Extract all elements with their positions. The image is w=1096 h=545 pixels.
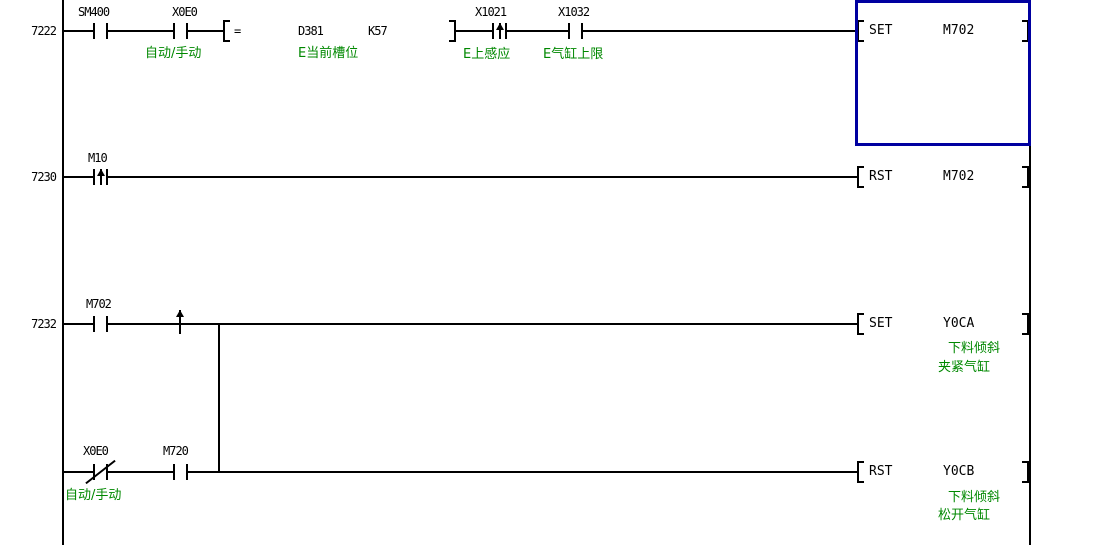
device-label-x1032: X1032 — [558, 5, 590, 19]
contact-bar — [186, 23, 188, 39]
contact-x1032[interactable] — [568, 23, 583, 39]
wire-segment — [62, 30, 224, 32]
rising-edge-arrow-icon — [99, 169, 102, 185]
coil-device: Y0CA — [943, 316, 975, 331]
coil-device: Y0CB — [943, 464, 975, 479]
open-bracket — [857, 166, 864, 188]
coil-comment-line2: 夹紧气缸 — [938, 360, 991, 375]
device-label-x0e0: X0E0 — [172, 5, 198, 19]
close-bracket — [1022, 461, 1029, 483]
device-label-x1021: X1021 — [475, 5, 507, 19]
rising-edge-arrow-icon — [498, 23, 501, 39]
open-bracket — [223, 20, 230, 42]
coil-instruction: SET — [869, 23, 893, 38]
step-number-7230: 7230 — [31, 170, 57, 184]
compare-operand1: D381 — [298, 24, 324, 38]
compare-operator: = — [234, 24, 241, 38]
contact-x1021-rising-edge[interactable] — [492, 23, 507, 39]
rising-edge-arrow-icon — [495, 23, 504, 30]
device-comment-x1032: E气缸上限 — [543, 47, 604, 62]
open-bracket — [857, 313, 864, 335]
device-comment-x0e0: 自动/手动 — [145, 46, 202, 61]
close-bracket — [1022, 313, 1029, 335]
rising-edge-arrow-icon — [96, 169, 105, 176]
close-bracket — [1022, 166, 1029, 188]
contact-bar — [93, 169, 95, 185]
contact-bar — [505, 23, 507, 39]
contact-m702[interactable] — [93, 316, 108, 332]
mep-arrow-icon — [176, 310, 184, 317]
selection-cursor — [855, 0, 1031, 146]
wire-segment — [62, 471, 858, 473]
right-power-rail — [1029, 0, 1031, 545]
contact-bar — [492, 23, 494, 39]
device-label-sm400: SM400 — [78, 5, 110, 19]
coil-comment-line1: 下料倾斜 — [948, 490, 1001, 505]
device-label-m10: M10 — [88, 151, 108, 165]
compare-operand2: K57 — [368, 24, 388, 38]
coil-comment-line1: 下料倾斜 — [948, 341, 1001, 356]
open-bracket — [857, 20, 864, 42]
contact-x0e0[interactable] — [173, 23, 188, 39]
device-label-x0e0: X0E0 — [83, 444, 109, 458]
contact-bar — [581, 23, 583, 39]
step-number-7222: 7222 — [31, 24, 57, 38]
contact-m720[interactable] — [173, 464, 188, 480]
contact-bar — [173, 23, 175, 39]
mep-arrow-icon — [179, 310, 181, 334]
contact-bar — [106, 316, 108, 332]
coil-comment-line2: 松开气缸 — [938, 508, 991, 523]
device-label-m702: M702 — [86, 297, 112, 311]
coil-device: M702 — [943, 169, 975, 184]
contact-bar — [186, 464, 188, 480]
contact-bar — [93, 23, 95, 39]
pulse-rising-mep[interactable] — [175, 310, 185, 334]
contact-m10-rising-edge[interactable] — [93, 169, 108, 185]
step-number-7232: 7232 — [31, 317, 57, 331]
device-comment-d381: E当前槽位 — [298, 46, 359, 61]
contact-sm400[interactable] — [93, 23, 108, 39]
contact-bar — [93, 464, 95, 480]
contact-bar — [106, 169, 108, 185]
wire-segment — [62, 323, 858, 325]
contact-bar — [106, 23, 108, 39]
left-power-rail — [62, 0, 64, 545]
coil-instruction: RST — [869, 464, 893, 479]
contact-bar — [93, 316, 95, 332]
wire-segment — [455, 30, 858, 32]
wire-segment — [62, 176, 858, 178]
open-bracket — [857, 461, 864, 483]
contact-x0e0-normally-closed[interactable] — [85, 459, 116, 485]
device-comment-x1021: E上感应 — [463, 47, 511, 62]
device-comment-x0e0: 自动/手动 — [65, 488, 122, 503]
coil-instruction: SET — [869, 316, 893, 331]
device-label-m720: M720 — [163, 444, 189, 458]
close-bracket — [449, 20, 456, 42]
coil-instruction: RST — [869, 169, 893, 184]
contact-bar — [568, 23, 570, 39]
branch-junction-wire — [218, 323, 220, 473]
contact-bar — [106, 464, 108, 480]
coil-device: M702 — [943, 23, 975, 38]
contact-bar — [173, 464, 175, 480]
